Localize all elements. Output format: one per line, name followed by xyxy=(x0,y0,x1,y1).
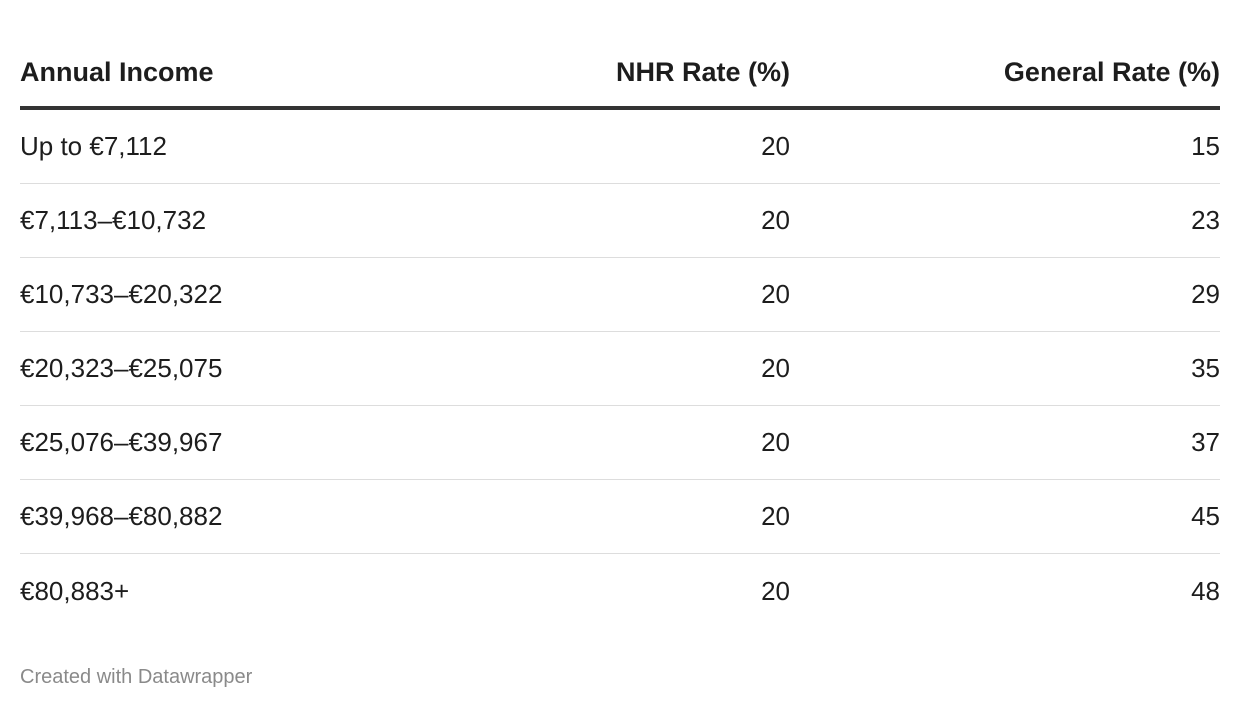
header-nhr-rate: NHR Rate (%) xyxy=(615,56,790,87)
cell-general-rate: 48 xyxy=(1191,575,1220,606)
cell-nhr-rate: 20 xyxy=(761,575,790,606)
table-row: Up to €7,112 20 15 xyxy=(20,110,1220,184)
cell-general-rate: 35 xyxy=(1191,353,1220,383)
cell-nhr-rate: 20 xyxy=(761,131,790,161)
table-row: €10,733–€20,322 20 29 xyxy=(20,258,1220,332)
rate-table: Annual Income NHR Rate (%) General Rate … xyxy=(20,38,1220,628)
cell-general-rate: 15 xyxy=(1191,131,1220,161)
table-row: €80,883+ 20 48 xyxy=(20,554,1220,628)
cell-general-rate: 23 xyxy=(1191,205,1220,235)
table-row: €39,968–€80,882 20 45 xyxy=(20,480,1220,554)
cell-general-rate: 29 xyxy=(1191,279,1220,309)
cell-income: €39,968–€80,882 xyxy=(20,501,223,531)
table-row: €20,323–€25,075 20 35 xyxy=(20,332,1220,406)
cell-income: €20,323–€25,075 xyxy=(20,353,223,383)
cell-nhr-rate: 20 xyxy=(761,279,790,309)
cell-income: €80,883+ xyxy=(20,575,130,606)
cell-income: €7,113–€10,732 xyxy=(20,205,207,235)
cell-income: €10,733–€20,322 xyxy=(20,279,223,309)
cell-nhr-rate: 20 xyxy=(761,501,790,531)
datawrapper-credit: Created with Datawrapper xyxy=(20,666,253,688)
cell-nhr-rate: 20 xyxy=(761,205,790,235)
cell-general-rate: 45 xyxy=(1191,501,1220,531)
cell-general-rate: 37 xyxy=(1191,427,1220,457)
table-row: €25,076–€39,967 20 37 xyxy=(20,406,1220,480)
table-row: €7,113–€10,732 20 23 xyxy=(20,184,1220,258)
cell-income: Up to €7,112 xyxy=(20,131,167,161)
header-general-rate: General Rate (%) xyxy=(1003,56,1220,87)
cell-nhr-rate: 20 xyxy=(761,427,790,457)
cell-nhr-rate: 20 xyxy=(761,353,790,383)
cell-income: €25,076–€39,967 xyxy=(20,427,223,457)
table-header: Annual Income NHR Rate (%) General Rate … xyxy=(20,38,1220,110)
header-annual-income: Annual Income xyxy=(20,56,214,87)
